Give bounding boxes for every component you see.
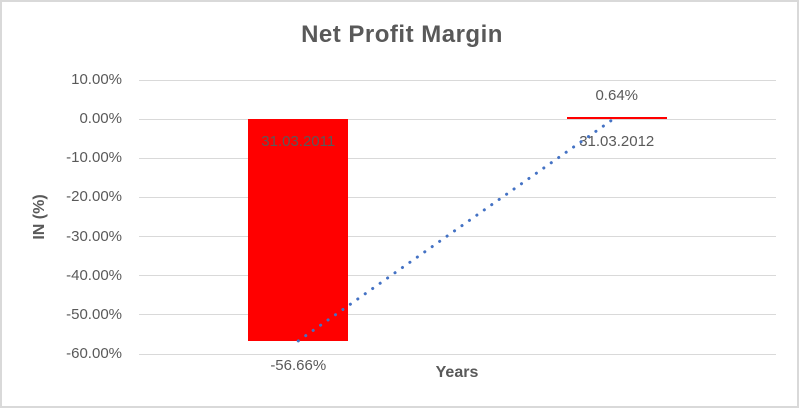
chart-title: Net Profit Margin	[301, 21, 503, 48]
gridline	[139, 275, 776, 277]
gridline	[139, 157, 776, 159]
gridline	[139, 79, 776, 81]
y-axis-tick-label: -60.00%	[66, 345, 122, 362]
gridline	[139, 353, 776, 355]
gridline	[139, 118, 776, 120]
y-axis-tick-label: 0.00%	[79, 110, 122, 128]
bar-31.03.2012	[566, 116, 667, 120]
y-axis-tick-label: -10.00%	[66, 149, 122, 167]
y-axis-tick-label: -30.00%	[66, 227, 122, 245]
x-axis-category-label: 31.03.2011	[261, 133, 336, 151]
y-axis-tick-label: 10.00%	[71, 71, 122, 88]
x-axis-category-label: 31.03.2012	[579, 133, 655, 151]
gridline	[139, 236, 776, 238]
y-axis-tick-label: -50.00%	[66, 305, 122, 323]
data-label: 0.64%	[595, 86, 639, 104]
y-axis-tick-label: -40.00%	[66, 266, 122, 284]
data-label: -56.66%	[270, 356, 327, 374]
y-axis-tick-label: -20.00%	[66, 188, 122, 206]
gridline	[139, 196, 776, 198]
bar-31.03.2011	[248, 119, 349, 341]
x-axis-title: Years	[435, 364, 479, 381]
gridline	[139, 314, 776, 316]
